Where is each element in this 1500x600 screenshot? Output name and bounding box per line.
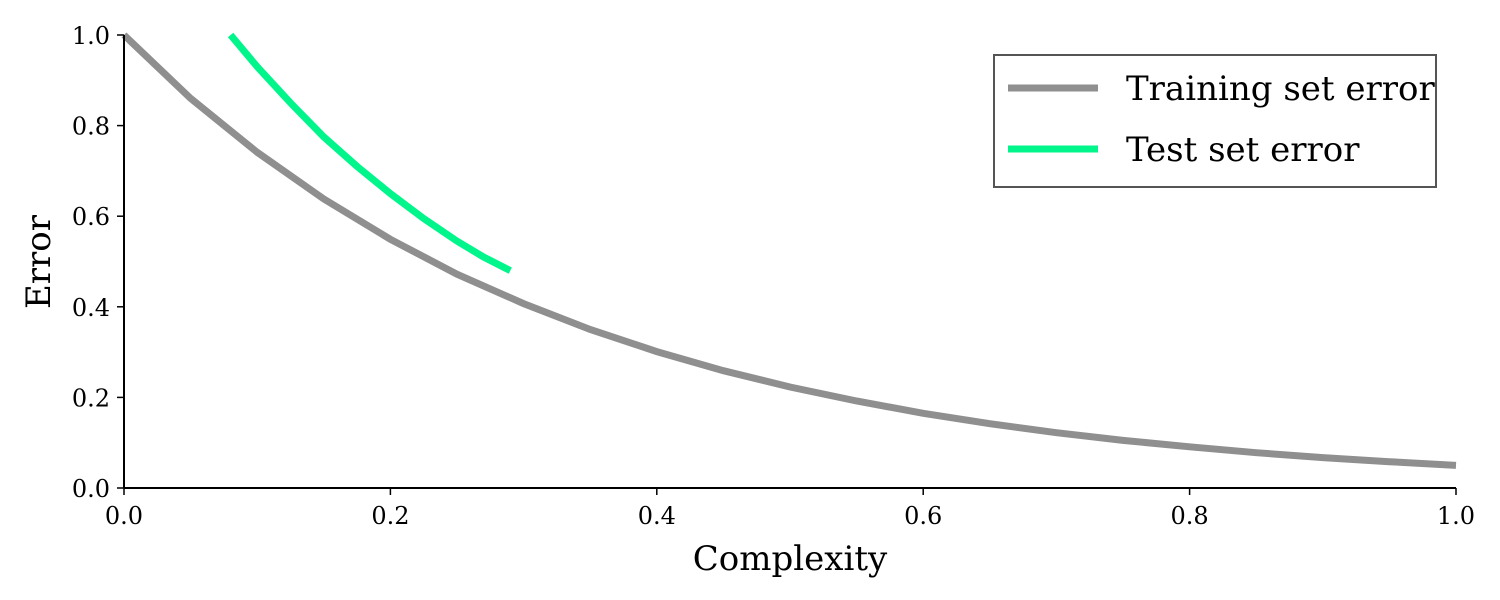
x-axis-label: Complexity	[693, 539, 888, 579]
y-tick-label: 0.2	[72, 384, 110, 412]
series-line-training	[121, 32, 1457, 469]
ticks-layer: 0.0 0.2 0.4 0.6 0.8 1.0 0.0 0.2 0.4 0.6 0.8 1.0	[72, 22, 1475, 530]
x-tick-label: 1.0	[1437, 502, 1475, 530]
y-tick-label: 1.0	[72, 22, 110, 50]
y-tick-label: 0.6	[72, 203, 110, 231]
x-tick-label: 0.6	[904, 502, 942, 530]
legend-frame	[993, 54, 1437, 188]
x-tick-label: 0.4	[638, 502, 676, 530]
series-line-test	[227, 32, 512, 274]
x-tick-label: 0.2	[371, 502, 409, 530]
legend: Training set error Test set error	[993, 54, 1437, 188]
y-axis-label: Error	[19, 214, 59, 309]
y-tick-label: 0.0	[72, 475, 110, 503]
y-tick-label: 0.8	[72, 113, 110, 141]
series-layer	[121, 32, 1457, 469]
x-tick-label: 0.8	[1171, 502, 1209, 530]
y-tick-label: 0.4	[72, 294, 110, 322]
x-tick-label: 0.0	[105, 502, 143, 530]
legend-label-test: Test set error	[1126, 130, 1360, 170]
legend-label-training: Training set error	[1126, 69, 1435, 109]
